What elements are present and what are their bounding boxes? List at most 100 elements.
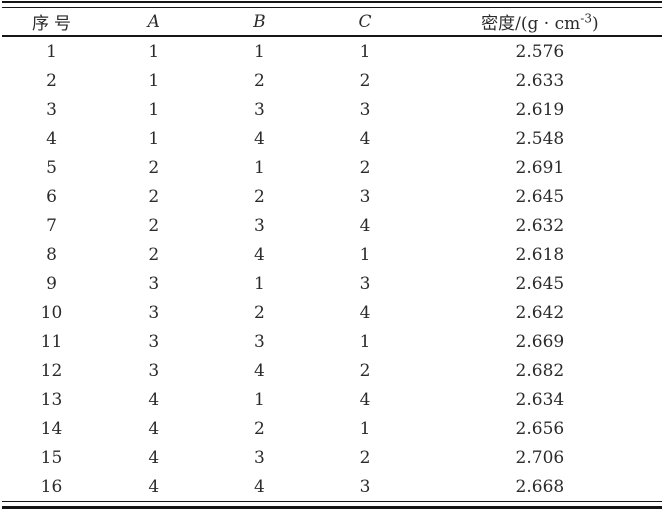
cell-factor-a: 4 — [148, 389, 160, 410]
table-row: 8 2 4 1 2.618 — [2, 240, 662, 269]
table-row: 13 4 1 4 2.634 — [2, 385, 662, 414]
header-serial-number: 序号 — [2, 8, 101, 37]
cell-factor-a: 3 — [148, 273, 160, 294]
cell-factor-b: 4 — [253, 244, 265, 265]
cell-density: 2.642 — [515, 302, 565, 323]
cell-density: 2.706 — [515, 447, 565, 468]
cell-serial-number: 5 — [46, 157, 57, 178]
cell-factor-a: 1 — [148, 41, 160, 62]
header-density-close: ) — [591, 14, 599, 34]
table-row: 3 1 3 3 2.619 — [2, 95, 662, 124]
table-row: 16 4 4 3 2.668 — [2, 472, 662, 501]
table-row: 6 2 2 3 2.645 — [2, 182, 662, 211]
cell-factor-b: 4 — [253, 360, 265, 381]
cell-factor-a: 4 — [148, 447, 160, 468]
cell-density: 2.634 — [515, 389, 565, 410]
cell-factor-a: 4 — [148, 476, 160, 497]
cell-density: 2.668 — [515, 476, 565, 497]
cell-density: 2.656 — [515, 418, 565, 439]
cell-factor-c: 1 — [359, 41, 371, 62]
cell-factor-b: 1 — [253, 41, 265, 62]
cell-factor-b: 3 — [253, 99, 265, 120]
cell-serial-number: 8 — [46, 244, 57, 265]
table-row: 12 3 4 2 2.682 — [2, 356, 662, 385]
table-row: 7 2 3 4 2.632 — [2, 211, 662, 240]
cell-factor-c: 2 — [359, 70, 371, 91]
header-density: 密度/(g · cm-3) — [417, 8, 662, 37]
cell-factor-a: 2 — [148, 157, 160, 178]
table-row: 2 1 2 2 2.633 — [2, 66, 662, 95]
cell-factor-a: 4 — [148, 418, 160, 439]
cell-factor-b: 2 — [253, 302, 265, 323]
cell-factor-a: 2 — [148, 186, 160, 207]
cell-factor-c: 2 — [359, 157, 371, 178]
table-row: 15 4 3 2 2.706 — [2, 443, 662, 472]
cell-serial-number: 10 — [40, 302, 63, 323]
header-row: 序号 A B C 密度/(g · cm-3) — [2, 8, 662, 37]
cell-serial-number: 6 — [46, 186, 57, 207]
cell-factor-c: 4 — [359, 215, 371, 236]
cell-factor-c: 3 — [359, 99, 371, 120]
cell-factor-b: 2 — [253, 70, 265, 91]
table-double-rule-frame: 序号 A B C 密度/(g · cm-3) 1 1 1 1 2.576 2 1 2 2 2.63… — [2, 1, 662, 509]
cell-factor-c: 3 — [359, 476, 371, 497]
table-row: 5 2 1 2 2.691 — [2, 153, 662, 182]
header-factor-a: A — [101, 8, 207, 37]
cell-serial-number: 15 — [40, 447, 63, 468]
cell-factor-a: 2 — [148, 244, 160, 265]
cell-factor-b: 2 — [253, 418, 265, 439]
cell-factor-a: 3 — [148, 302, 160, 323]
cell-density: 2.682 — [515, 360, 565, 381]
table-row: 1 1 1 1 2.576 — [2, 36, 662, 66]
cell-factor-c: 2 — [359, 447, 371, 468]
cell-factor-c: 1 — [359, 244, 371, 265]
cell-factor-c: 3 — [359, 273, 371, 294]
table-row: 10 3 2 4 2.642 — [2, 298, 662, 327]
cell-serial-number: 11 — [40, 331, 63, 352]
cell-factor-c: 1 — [359, 331, 371, 352]
cell-factor-b: 4 — [253, 128, 265, 149]
cell-factor-a: 3 — [148, 331, 160, 352]
cell-serial-number: 9 — [46, 273, 57, 294]
cell-serial-number: 14 — [40, 418, 63, 439]
cell-factor-a: 1 — [148, 99, 160, 120]
cell-factor-c: 3 — [359, 186, 371, 207]
cell-factor-a: 3 — [148, 360, 160, 381]
table-body: 1 1 1 1 2.576 2 1 2 2 2.633 3 1 3 3 2.619 4 1 4 4 2.548 5 2 1 2… — [2, 36, 662, 501]
table-row: 4 1 4 4 2.548 — [2, 124, 662, 153]
cell-density: 2.548 — [515, 128, 565, 149]
table-row: 9 3 1 3 2.645 — [2, 269, 662, 298]
cell-factor-b: 3 — [253, 331, 265, 352]
cell-factor-c: 2 — [359, 360, 371, 381]
cell-density: 2.633 — [515, 70, 565, 91]
header-factor-b: B — [206, 8, 313, 37]
cell-serial-number: 1 — [46, 41, 57, 62]
cell-serial-number: 13 — [40, 389, 63, 410]
cell-factor-b: 1 — [253, 389, 265, 410]
header-density-superscript: -3 — [580, 11, 592, 26]
cell-factor-b: 1 — [253, 157, 265, 178]
table-inner-rule-frame: 序号 A B C 密度/(g · cm-3) 1 1 1 1 2.576 2 1 2 2 2.63… — [2, 7, 662, 502]
cell-factor-b: 2 — [253, 186, 265, 207]
cell-factor-b: 3 — [253, 447, 265, 468]
cell-factor-b: 1 — [253, 273, 265, 294]
table-row: 11 3 3 1 2.669 — [2, 327, 662, 356]
cell-factor-a: 1 — [148, 70, 160, 91]
cell-serial-number: 2 — [46, 70, 57, 91]
cell-density: 2.576 — [515, 41, 565, 62]
table-row: 14 4 2 1 2.656 — [2, 414, 662, 443]
cell-density: 2.669 — [515, 331, 565, 352]
cell-density: 2.645 — [515, 186, 565, 207]
cell-factor-b: 4 — [253, 476, 265, 497]
cell-factor-a: 2 — [148, 215, 160, 236]
cell-factor-c: 1 — [359, 418, 371, 439]
cell-factor-b: 3 — [253, 215, 265, 236]
cell-density: 2.619 — [515, 99, 565, 120]
header-factor-c: C — [312, 8, 418, 37]
cell-density: 2.618 — [515, 244, 565, 265]
cell-serial-number: 7 — [46, 215, 57, 236]
cell-factor-a: 1 — [148, 128, 160, 149]
header-density-base: 密度/(g · cm — [481, 14, 581, 34]
cell-factor-c: 4 — [359, 128, 371, 149]
cell-density: 2.632 — [515, 215, 565, 236]
